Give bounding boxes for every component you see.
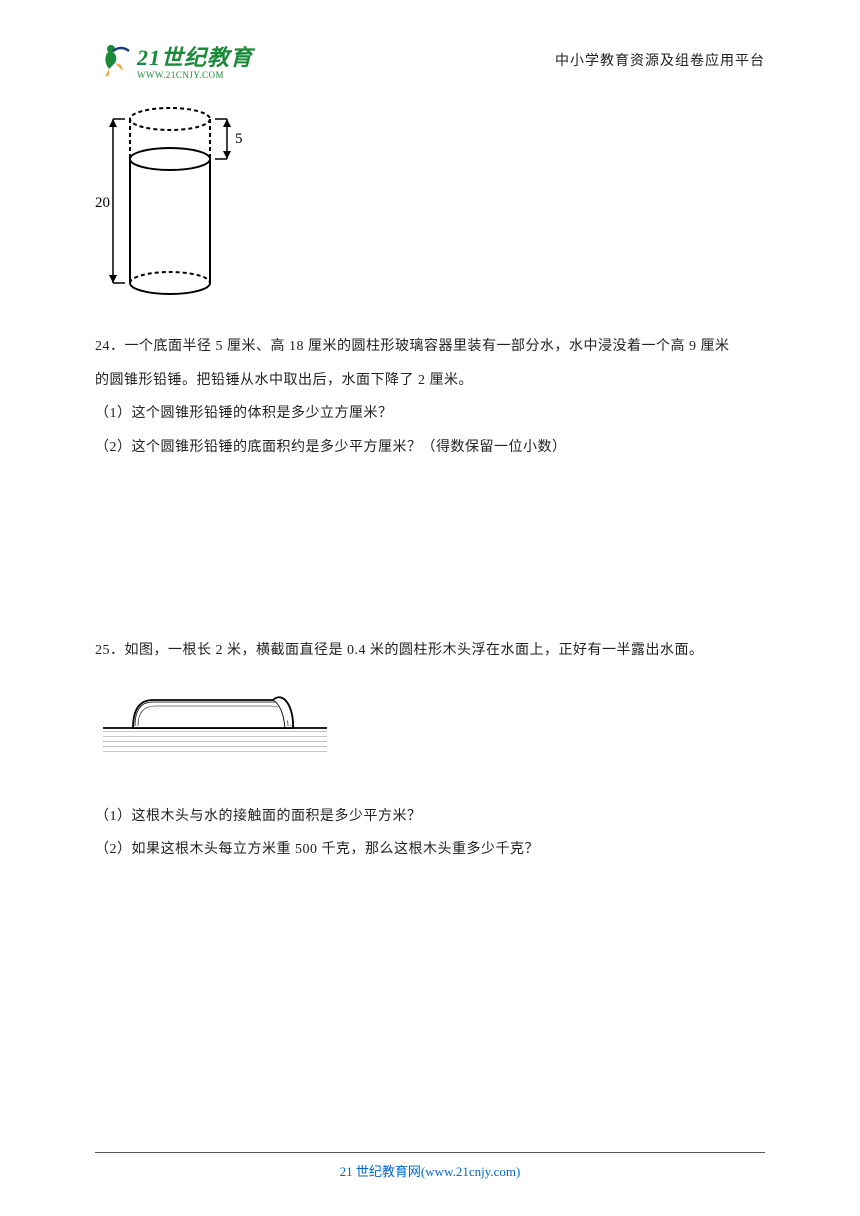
logo-main-text: 21世纪教育 xyxy=(137,45,253,70)
q24-number: 24 xyxy=(95,339,110,354)
q25-stem: ．如图，一根长 2 米，横截面直径是 0.4 米的圆柱形木头浮在水面上，正好有一… xyxy=(110,643,704,658)
dim-20-label: 20 xyxy=(95,195,110,211)
q24-stem2: 的圆锥形铅锤。把铅锤从水中取出后，水面下降了 2 厘米。 xyxy=(95,364,765,398)
q25-part2: （2）如果这根木头每立方米重 500 千克，那么这根木头重多少千克？ xyxy=(95,833,765,867)
logo-block: 21世纪教育 WWW.21CNJY.COM xyxy=(95,40,253,80)
dim-5-label: 5 xyxy=(235,131,243,147)
page-footer: 21 世纪教育网(www.21cnjy.com) xyxy=(95,1152,765,1181)
q25-line1: 25．如图，一根长 2 米，横截面直径是 0.4 米的圆柱形木头浮在水面上，正好… xyxy=(95,634,765,668)
q25-number: 25 xyxy=(95,643,110,658)
cylinder-figure: 20 5 xyxy=(95,105,765,310)
q24-part1: （1）这个圆锥形铅锤的体积是多少立方厘米？ xyxy=(95,397,765,431)
header-right-text: 中小学教育资源及组卷应用平台 xyxy=(555,50,765,70)
page-header: 21世纪教育 WWW.21CNJY.COM 中小学教育资源及组卷应用平台 xyxy=(95,40,765,80)
log-figure xyxy=(95,686,765,780)
q24-part2: （2）这个圆锥形铅锤的底面积约是多少平方厘米？（得数保留一位小数） xyxy=(95,431,765,465)
q25-part1: （1）这根木头与水的接触面的面积是多少平方米？ xyxy=(95,800,765,834)
footer-prefix: 21 世纪教育网( xyxy=(340,1164,426,1179)
question-25: 25．如图，一根长 2 米，横截面直径是 0.4 米的圆柱形木头浮在水面上，正好… xyxy=(95,634,765,866)
q24-stem1: ．一个底面半径 5 厘米、高 18 厘米的圆柱形玻璃容器里装有一部分水，水中浸没… xyxy=(110,339,730,354)
logo-icon xyxy=(95,41,133,79)
q24-line1: 24．一个底面半径 5 厘米、高 18 厘米的圆柱形玻璃容器里装有一部分水，水中… xyxy=(95,330,765,364)
footer-suffix: ) xyxy=(516,1164,520,1179)
footer-url: www.21cnjy.com xyxy=(425,1164,516,1179)
footer-text: 21 世纪教育网(www.21cnjy.com) xyxy=(340,1164,521,1179)
question-24: 24．一个底面半径 5 厘米、高 18 厘米的圆柱形玻璃容器里装有一部分水，水中… xyxy=(95,330,765,464)
logo-url-text: WWW.21CNJY.COM xyxy=(137,70,253,80)
logo-text: 21世纪教育 WWW.21CNJY.COM xyxy=(137,40,253,80)
